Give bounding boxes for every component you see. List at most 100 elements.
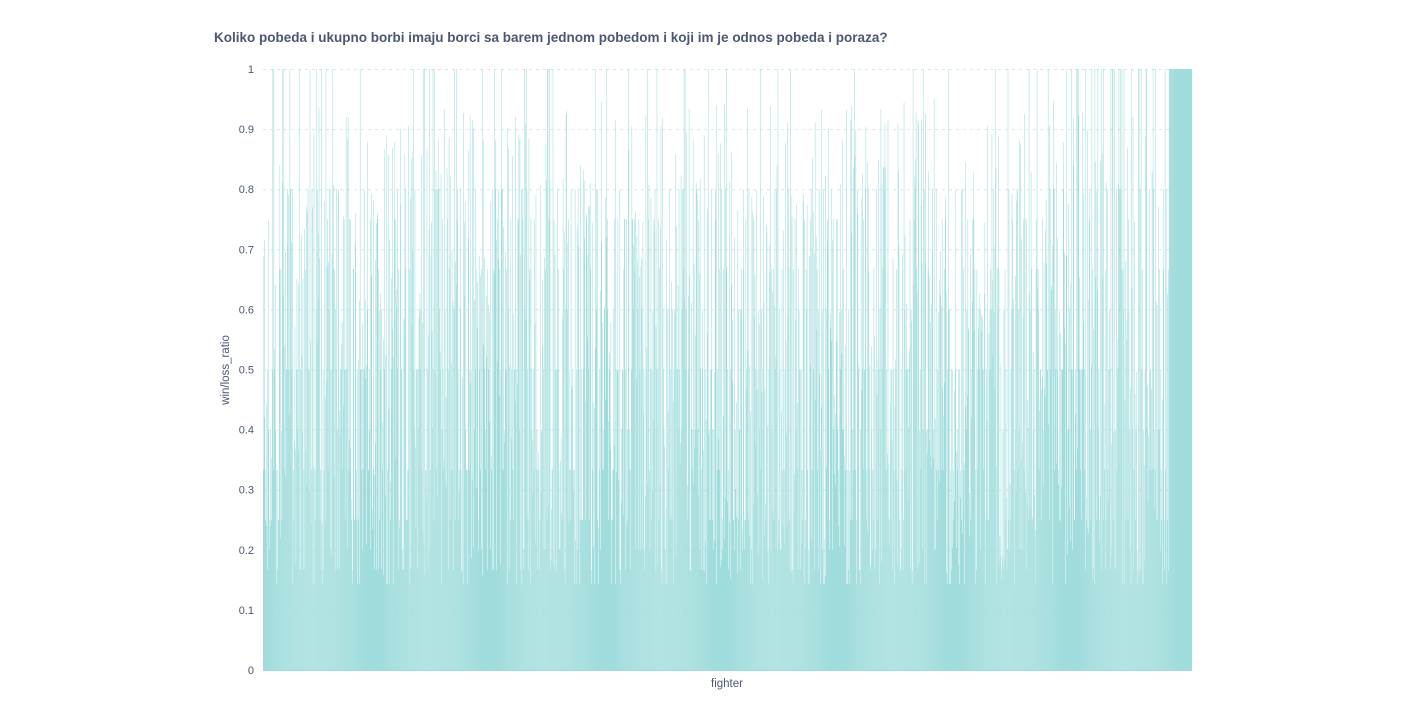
bar[interactable] (808, 584, 810, 670)
bar[interactable] (455, 261, 456, 670)
bar[interactable] (1006, 498, 1007, 670)
bar[interactable] (882, 369, 883, 671)
bar[interactable] (392, 329, 394, 670)
bar[interactable] (1088, 299, 1090, 670)
bar[interactable] (1059, 309, 1060, 670)
bar[interactable] (723, 538, 725, 670)
bar[interactable] (641, 259, 642, 670)
bar[interactable] (699, 273, 700, 670)
bar[interactable] (885, 469, 887, 670)
bar[interactable] (270, 526, 272, 670)
bar[interactable] (267, 369, 269, 671)
bar[interactable] (669, 519, 671, 670)
bar[interactable] (832, 218, 834, 671)
bar[interactable] (901, 469, 903, 670)
bar[interactable] (582, 519, 583, 670)
bar[interactable] (1046, 263, 1047, 670)
bar[interactable] (659, 484, 661, 670)
bar[interactable] (1132, 117, 1134, 670)
bar[interactable] (1016, 189, 1018, 670)
bar[interactable] (415, 447, 416, 670)
bar[interactable] (646, 369, 648, 671)
bar[interactable] (1013, 298, 1014, 670)
bar[interactable] (1014, 584, 1015, 670)
bar[interactable] (714, 372, 715, 670)
bar[interactable] (920, 205, 922, 670)
bar[interactable] (806, 204, 808, 670)
bar[interactable] (1037, 269, 1039, 670)
bar[interactable] (1035, 269, 1037, 670)
bar[interactable] (1109, 369, 1111, 670)
bar[interactable] (601, 322, 603, 670)
bar[interactable] (570, 469, 571, 670)
bar[interactable] (453, 569, 454, 670)
bar[interactable] (431, 330, 433, 670)
bar[interactable] (358, 360, 359, 670)
bar[interactable] (274, 349, 276, 670)
bar[interactable] (427, 369, 428, 671)
bar[interactable] (1026, 503, 1028, 670)
bar[interactable] (1122, 584, 1123, 670)
bar[interactable] (1037, 288, 1038, 670)
bar[interactable] (310, 524, 312, 670)
bar[interactable] (1154, 507, 1155, 670)
bar[interactable] (1101, 69, 1102, 670)
bar[interactable] (450, 469, 452, 670)
bar[interactable] (499, 269, 500, 670)
bar[interactable] (1156, 519, 1157, 670)
bar[interactable] (785, 143, 786, 670)
bar[interactable] (968, 330, 969, 670)
bar[interactable] (610, 322, 612, 670)
bar[interactable] (913, 285, 914, 670)
bar[interactable] (1113, 519, 1114, 670)
bar[interactable] (404, 320, 405, 670)
bar[interactable] (523, 549, 525, 670)
bar[interactable] (796, 204, 797, 670)
bar[interactable] (284, 345, 286, 670)
bar[interactable] (846, 109, 847, 670)
bar[interactable] (947, 369, 949, 671)
bar[interactable] (277, 569, 278, 670)
bar[interactable] (325, 519, 326, 670)
bar[interactable] (282, 69, 283, 670)
bar[interactable] (1068, 429, 1070, 670)
bar[interactable] (627, 519, 629, 670)
bar[interactable] (470, 369, 472, 671)
bar[interactable] (310, 340, 311, 670)
bar[interactable] (654, 230, 655, 670)
bar[interactable] (824, 575, 826, 670)
bar[interactable] (507, 584, 509, 670)
bar[interactable] (902, 569, 904, 670)
bar[interactable] (1094, 69, 1096, 670)
bar[interactable] (342, 215, 344, 670)
bar[interactable] (917, 119, 919, 670)
bar[interactable] (376, 569, 378, 670)
bar[interactable] (650, 369, 651, 671)
bar[interactable] (297, 369, 298, 671)
bar[interactable] (643, 369, 645, 671)
bar[interactable] (843, 429, 845, 670)
bar[interactable] (1189, 69, 1191, 670)
bar[interactable] (872, 469, 874, 670)
bar[interactable] (996, 465, 997, 670)
bar[interactable] (611, 584, 613, 670)
bar[interactable] (951, 369, 953, 671)
bar[interactable] (760, 469, 762, 670)
bar[interactable] (777, 69, 779, 670)
bar[interactable] (797, 402, 798, 670)
bar[interactable] (438, 140, 439, 670)
bar[interactable] (297, 429, 299, 670)
bar[interactable] (635, 211, 636, 671)
bar[interactable] (293, 519, 295, 670)
bar[interactable] (706, 208, 708, 671)
bar[interactable] (506, 369, 508, 671)
bar[interactable] (926, 429, 927, 670)
bar[interactable] (1003, 569, 1004, 670)
bar[interactable] (486, 356, 488, 670)
bar[interactable] (533, 469, 535, 670)
bar[interactable] (985, 519, 987, 670)
bar[interactable] (893, 369, 894, 671)
bar[interactable] (547, 69, 548, 670)
bar[interactable] (642, 549, 643, 670)
bar[interactable] (483, 344, 485, 670)
